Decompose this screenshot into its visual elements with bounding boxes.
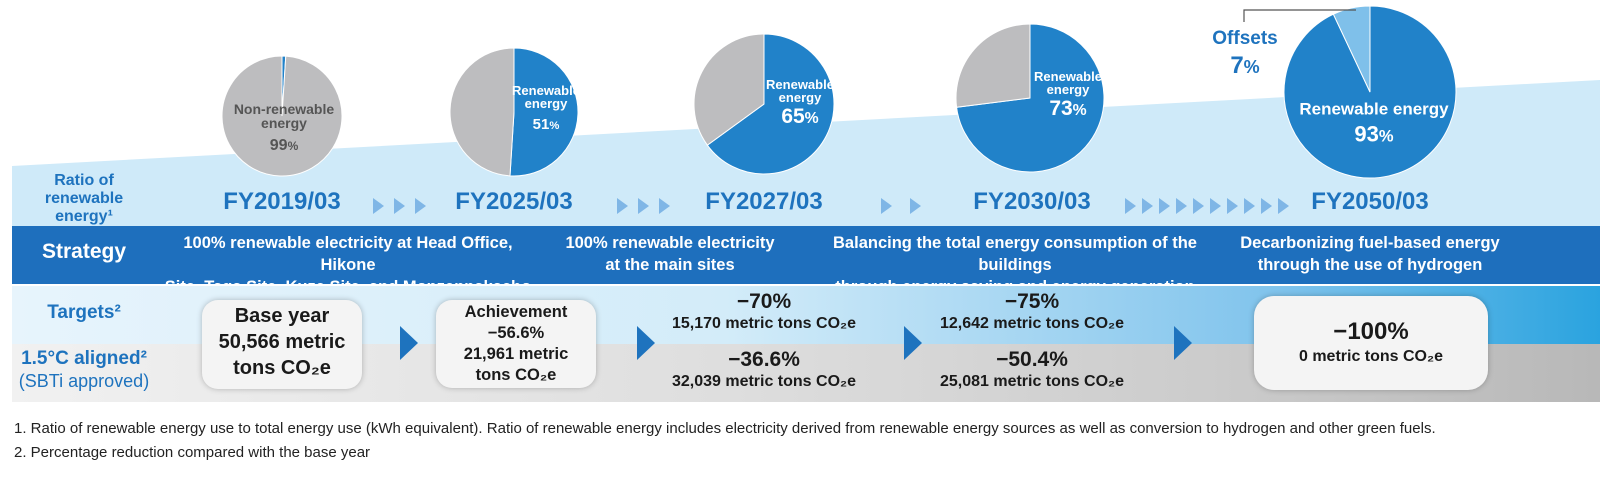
pie-label-text: Renewable — [766, 77, 834, 92]
achievement-box: Achievement −56.6% 21,961 metric tons CO… — [436, 300, 596, 388]
pie-label-text: energy — [1047, 82, 1090, 97]
pie-slice-offsets — [1332, 5, 1371, 93]
year-fy2019: FY2019/03 — [223, 188, 341, 215]
flow-arrow-2 — [637, 326, 655, 360]
aligned-row-label: 1.5°C aligned² (SBTi approved) — [18, 348, 150, 391]
pie-label-text: Renewable energy — [1299, 100, 1449, 119]
pie-value-text: 65% — [781, 105, 818, 128]
year-fy2030: FY2030/03 — [973, 188, 1091, 215]
flow-arrow-3 — [904, 326, 922, 360]
offsets-leader — [1243, 9, 1356, 22]
pie-value-text: 73% — [1049, 97, 1086, 120]
pie-label-text: energy — [261, 115, 307, 131]
year-fy2027: FY2027/03 — [705, 188, 823, 215]
pie-slice-nonrenewable — [955, 23, 1031, 108]
pie-slice-renewable — [509, 47, 579, 177]
strategy-row-label: Strategy — [41, 240, 127, 263]
pie-label-text: Non-renewable — [234, 101, 335, 117]
pie-label-text: Renewable — [1034, 69, 1102, 84]
strategy-main-sites: 100% renewable electricity at the main si… — [565, 234, 775, 274]
footnote-2: 2. Percentage reduction compared with th… — [14, 444, 371, 461]
pie-label-text: energy — [779, 90, 822, 105]
pie-value-text: 51% — [533, 116, 560, 133]
aligned-fy2030: −50.4% 25,081 metric tons CO₂e — [939, 348, 1125, 390]
flow-arrow-4 — [1174, 326, 1192, 360]
pie-slice-renewable — [1283, 5, 1457, 179]
year-fy2025: FY2025/03 — [455, 188, 573, 215]
year-fy2050: FY2050/03 — [1311, 188, 1429, 215]
flow-arrow-1 — [400, 326, 418, 360]
targets-fy2030: −75% 12,642 metric tons CO₂e — [939, 290, 1125, 332]
pie-slice-renewable — [706, 33, 835, 175]
pie-value-text: 93% — [1354, 122, 1393, 147]
targets-fy2027: −70% 15,170 metric tons CO₂e — [671, 290, 857, 332]
pie-label-text: energy — [525, 96, 568, 111]
strategy-band — [12, 226, 1600, 284]
footnote-1: 1. Ratio of renewable energy use to tota… — [14, 420, 1436, 437]
pie-slice-nonrenewable — [449, 47, 515, 177]
pie-slice-nonrenewable — [693, 33, 765, 146]
pie-label-text: Renewable — [512, 83, 580, 98]
pie-value-text: 99% — [270, 137, 299, 154]
base-year-box: Base year 50,566 metric tons CO₂e — [202, 300, 362, 389]
strategy-fy2050: Decarbonizing fuel-based energy through t… — [1240, 234, 1500, 274]
offsets-label: Offsets 7% — [1212, 28, 1278, 79]
offsets-leader-line — [1230, 0, 1370, 30]
ratio-row-label: Ratio of renewable energy¹ — [44, 172, 124, 225]
timeline-chevrons — [373, 198, 1289, 214]
pie-slice-nonrenewable — [221, 55, 343, 177]
aligned-fy2027: −36.6% 32,039 metric tons CO₂e — [671, 348, 857, 390]
pie-charts: Non-renewableenergy99%Renewableenergy51%… — [221, 5, 1457, 179]
target-2050-box: −100% 0 metric tons CO₂e — [1254, 296, 1488, 390]
targets-row-label: Targets² — [47, 302, 121, 323]
